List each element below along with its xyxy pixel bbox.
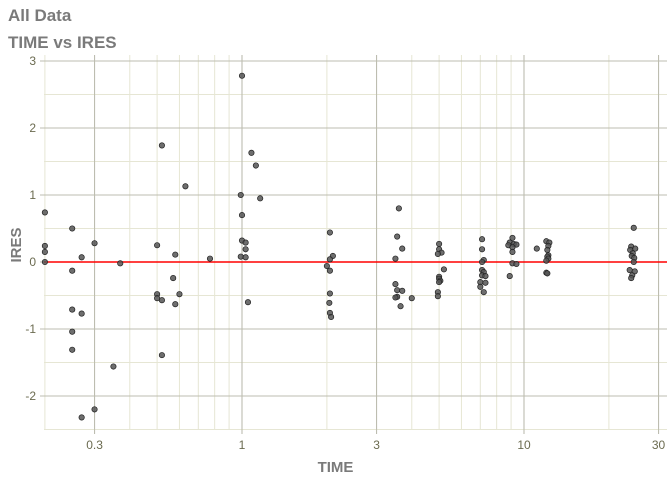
data-point [543,257,550,264]
y-tick-label: -2 [25,389,36,403]
data-point [110,363,117,370]
data-point [630,258,637,266]
data-point [482,279,489,286]
y-tick-label: 2 [29,121,36,135]
data-point [392,281,399,288]
data-point [154,242,161,249]
data-point [238,72,246,79]
data-point [170,275,177,282]
data-point [326,299,333,306]
data-point [392,294,399,301]
data-point [509,248,516,256]
data-point [440,266,447,273]
x-tick-label: 3 [373,438,380,452]
data-point [326,290,333,297]
data-point [479,236,486,243]
data-point [394,233,401,240]
data-point [434,250,441,258]
data-point [248,149,255,156]
data-point [41,242,48,249]
data-point [323,262,330,270]
data-point [158,142,165,149]
y-tick-label: 0 [29,255,36,269]
data-point [326,229,333,236]
data-point [408,295,415,302]
data-point [544,270,551,277]
data-point [69,306,76,313]
data-point [509,234,516,241]
y-tick-label: 1 [29,188,36,202]
data-point [326,256,333,263]
data-point [69,346,76,353]
x-tick-label: 1 [239,438,246,452]
data-point [436,240,443,247]
data-point [242,239,249,246]
data-point [206,255,214,262]
y-tick-label: 3 [29,54,36,68]
x-tick-label: 30 [652,438,666,452]
data-point [477,283,484,290]
data-point [242,254,249,261]
data-point [513,260,520,268]
data-point [506,273,513,280]
data-point [630,224,637,231]
data-point [399,245,406,252]
data-point [41,258,48,266]
data-point [78,310,85,317]
data-point [78,414,85,421]
x-axis-label: TIME [318,459,354,476]
data-point [238,212,246,219]
data-point [172,301,179,308]
data-point [237,191,244,199]
data-point [479,246,486,253]
data-point [172,251,179,258]
data-point [544,246,551,253]
data-point [41,209,48,216]
data-point [328,313,335,320]
data-point [182,183,189,190]
data-point [158,297,165,304]
data-point [394,287,401,294]
data-point [533,245,540,252]
data-point [479,258,486,266]
data-point [395,205,402,212]
data-point [399,287,406,294]
data-point [176,291,183,298]
data-point [392,255,399,262]
data-point [117,260,124,267]
data-point [257,195,264,202]
data-point [326,267,333,274]
data-point [78,254,85,261]
data-point [69,225,76,232]
data-point [69,328,76,335]
data-point [252,162,259,169]
data-point [482,273,489,280]
data-point [69,267,76,274]
data-point [244,299,252,306]
data-point [158,352,165,359]
y-axis-label: IRES [8,227,25,262]
data-point [397,303,404,310]
data-point [626,266,633,274]
data-point [242,246,249,253]
data-point [91,406,98,413]
data-point [480,289,487,296]
y-tick-label: -1 [25,322,36,336]
data-point [91,240,98,247]
x-tick-label: 0.3 [86,438,103,452]
chart-title: All Data [8,6,72,25]
data-point [41,248,48,256]
data-point [436,279,443,286]
data-point [434,293,441,300]
chart-subtitle: TIME vs IRES [8,33,117,52]
x-tick-label: 10 [517,438,531,452]
data-point [628,275,635,282]
